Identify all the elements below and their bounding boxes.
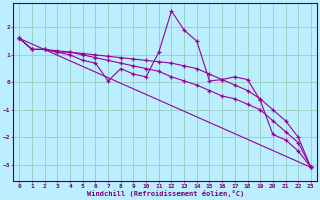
X-axis label: Windchill (Refroidissement éolien,°C): Windchill (Refroidissement éolien,°C) (86, 190, 244, 197)
